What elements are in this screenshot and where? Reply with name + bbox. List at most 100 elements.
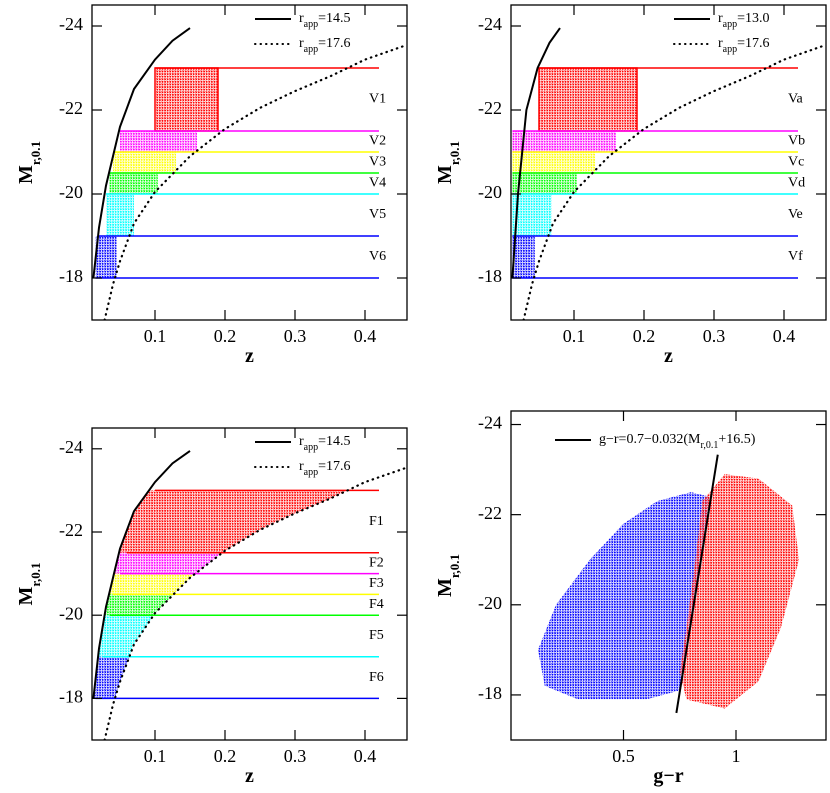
y-tick-label: -20 <box>59 182 83 202</box>
legend-sub: r,0.1 <box>700 440 718 451</box>
x-tick-label: 0.4 <box>354 746 377 766</box>
axes-frame <box>91 427 408 741</box>
y-tick-label: -20 <box>478 182 502 202</box>
sample-region <box>539 68 637 131</box>
y-axis-label-sub: r,0.1 <box>447 141 462 165</box>
axes-frame <box>510 4 827 321</box>
sample-region <box>155 68 218 131</box>
x-tick-label: 0.3 <box>703 326 726 346</box>
sample-region <box>512 131 616 152</box>
legend-sub: app <box>304 442 318 453</box>
legend-rest: =17.6 <box>318 36 350 51</box>
point-cloud <box>679 474 799 709</box>
sample-label: Vc <box>788 155 804 170</box>
y-tick-label: -18 <box>59 687 83 707</box>
y-tick-label: -22 <box>59 520 83 540</box>
legend-sub: app <box>723 19 737 30</box>
legend-name: r <box>299 459 304 474</box>
sample-region <box>106 194 134 236</box>
y-tick-label: -24 <box>478 413 502 433</box>
x-tick-label: 0.1 <box>144 326 167 346</box>
axes-frame <box>91 4 408 321</box>
y-tick-label: -20 <box>59 603 83 623</box>
y-axis-label: Mr,0.1 <box>434 141 462 184</box>
x-tick-label: 0.5 <box>612 746 635 766</box>
y-axis-label: Mr,0.1 <box>434 554 462 597</box>
legend-rest: =14.5 <box>318 434 350 449</box>
y-axis-label-main: M <box>434 578 456 597</box>
sample-region <box>93 594 407 616</box>
x-axis-label: g−r <box>653 765 683 787</box>
sample-label: Vd <box>788 176 805 191</box>
legend-sub: app <box>304 44 318 55</box>
sample-label: V3 <box>369 155 386 170</box>
sample-label: F3 <box>369 576 384 591</box>
y-axis-label: Mr,0.1 <box>15 141 43 184</box>
legend-label: rapp=13.0 <box>718 11 770 30</box>
y-tick-label: -20 <box>478 593 502 613</box>
legend-name: g−r=0.7−0.032(M <box>599 432 701 447</box>
x-axis-label: z <box>664 345 673 367</box>
legend-rest: =17.6 <box>318 459 350 474</box>
x-tick-label: 0.3 <box>284 326 307 346</box>
sample-label: Vf <box>788 249 803 264</box>
legend-name: r <box>718 11 723 26</box>
y-tick-label: -22 <box>59 98 83 118</box>
point-cloud <box>538 492 709 700</box>
sample-label: V5 <box>369 207 386 222</box>
x-axis-label: z <box>245 765 254 787</box>
x-axis-label: z <box>245 345 254 367</box>
sample-region <box>113 152 176 173</box>
sample-label: Ve <box>788 207 803 222</box>
x-tick-label: 0.1 <box>144 746 167 766</box>
y-axis-label-sub: r,0.1 <box>28 141 43 165</box>
legend-label: rapp=14.5 <box>299 434 351 453</box>
y-tick-label: -24 <box>478 14 502 34</box>
sample-region <box>512 194 552 236</box>
legend-name: r <box>299 434 304 449</box>
legend-name: r <box>299 36 304 51</box>
sample-region <box>93 552 407 574</box>
y-axis-label: Mr,0.1 <box>15 563 43 606</box>
legend-name: r <box>718 36 723 51</box>
y-axis-label-main: M <box>15 586 37 605</box>
y-tick-label: -18 <box>478 683 502 703</box>
sample-label: F6 <box>369 670 384 685</box>
x-tick-label: 0.4 <box>773 326 796 346</box>
series-line <box>103 466 407 740</box>
y-axis-label-main: M <box>434 165 456 184</box>
series-line <box>92 450 191 699</box>
axes-frame <box>510 410 827 741</box>
panel <box>538 454 799 714</box>
y-tick-label: -22 <box>478 503 502 523</box>
sample-region <box>512 236 535 278</box>
legend-label: g−r=0.7−0.032(Mr,0.1+16.5) <box>599 432 756 451</box>
legend-sub: app <box>304 467 318 478</box>
sample-region <box>93 573 407 595</box>
sample-label: F2 <box>369 555 384 570</box>
y-tick-label: -18 <box>59 266 83 286</box>
y-tick-label: -24 <box>59 14 83 34</box>
series-line <box>92 27 191 279</box>
y-axis-label-sub: r,0.1 <box>28 563 43 587</box>
sample-label: F5 <box>369 628 384 643</box>
sample-label: Va <box>788 92 804 107</box>
series-line <box>522 43 826 320</box>
sample-label: F1 <box>369 514 384 529</box>
sample-region <box>95 236 117 278</box>
sample-label: F4 <box>369 597 384 612</box>
sample-region <box>512 173 577 194</box>
sample-region <box>512 152 595 173</box>
x-tick-label: 0.4 <box>354 326 377 346</box>
x-tick-label: 0.3 <box>284 746 307 766</box>
legend-label: rapp=14.5 <box>299 11 351 30</box>
legend-label: rapp=17.6 <box>299 459 351 478</box>
x-tick-label: 0.2 <box>214 746 237 766</box>
sample-label: V2 <box>369 134 386 149</box>
sample-label: V1 <box>369 92 386 107</box>
series-line <box>103 43 407 320</box>
panel: V1 V2 V3 V4 V5 V6 <box>92 27 407 320</box>
sample-region <box>120 131 197 152</box>
